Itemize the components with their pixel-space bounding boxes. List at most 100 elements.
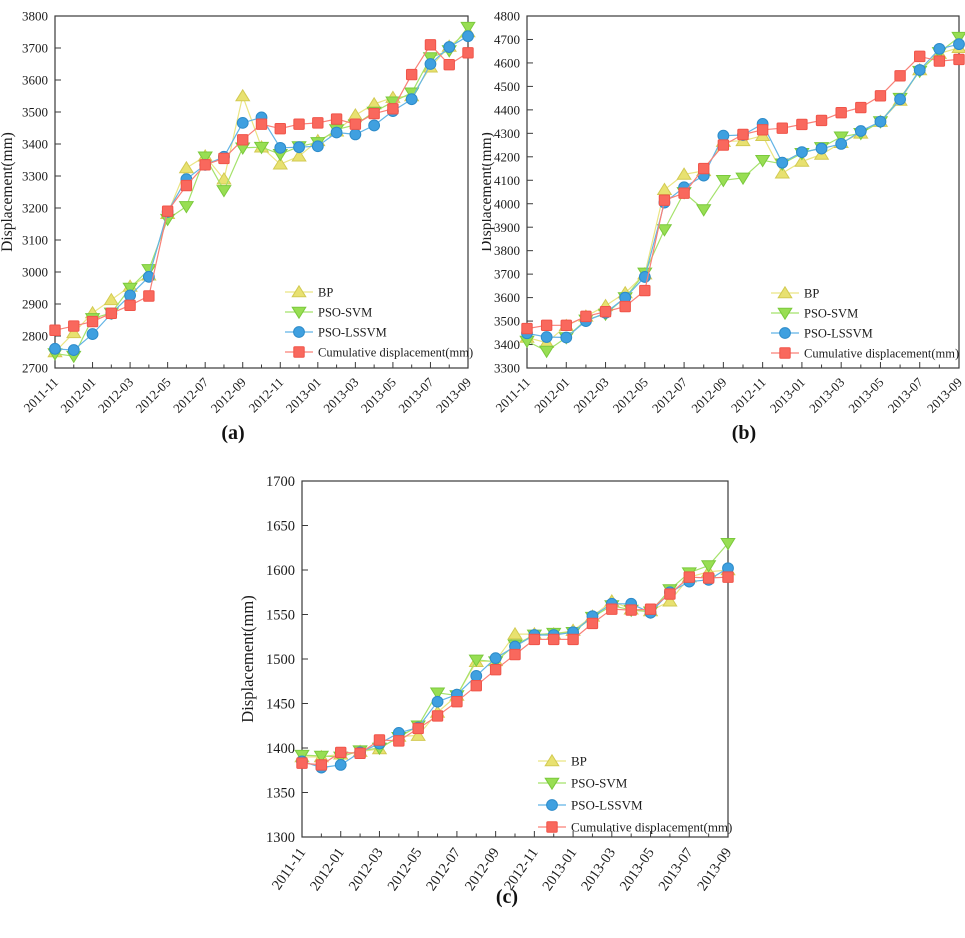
x-tick-label: 2013-01	[767, 375, 808, 416]
chart-b-canvas: 3300 3400 3500 3600 3700 3800 3900 4000 4100 4200…	[482, 9, 965, 416]
marker-pso-lssvm	[913, 64, 926, 76]
marker-cumulative-displacement-mm	[953, 53, 965, 66]
legend-label: Cumulative displacement(mm)	[571, 820, 732, 835]
marker-cumulative-displacement-mm	[405, 68, 418, 81]
marker-pso-svm	[253, 141, 270, 155]
x-tick-label: 2013-03	[320, 375, 361, 416]
marker-cumulative-displacement-mm	[698, 162, 710, 175]
y-tick-label: 4100	[494, 173, 520, 188]
marker-bp	[774, 166, 790, 179]
y-tick-label: 1400	[266, 741, 295, 757]
marker-cumulative-displacement-mm	[462, 47, 474, 59]
legend-item-bp: BP	[285, 284, 333, 300]
legend-marker-cumulative-displacement-mm	[546, 821, 558, 833]
series-line-pso-svm	[526, 36, 960, 352]
marker-cumulative-displacement-mm	[933, 55, 946, 67]
chart-c-canvas: 1300 1350 1400 1450 1500 1550 1600 1650 1700 2011…	[238, 474, 736, 894]
marker-pso-lssvm	[330, 126, 343, 139]
marker-bp	[676, 167, 692, 180]
legend-marker-pso-lssvm	[293, 326, 305, 338]
marker-cumulative-displacement-mm	[330, 113, 343, 125]
marker-bp	[656, 182, 673, 195]
marker-cumulative-displacement-mm	[722, 571, 734, 583]
x-tick-label: 2011-11	[269, 845, 309, 893]
marker-pso-svm	[216, 185, 232, 198]
x-tick-label: 2013-03	[806, 375, 847, 416]
marker-pso-lssvm	[776, 156, 789, 169]
legend-label: BP	[571, 754, 587, 769]
marker-bp	[410, 728, 426, 741]
marker-pso-lssvm	[293, 141, 305, 154]
marker-pso-svm	[833, 131, 849, 145]
marker-bp	[178, 160, 195, 174]
marker-cumulative-displacement-mm	[914, 50, 926, 63]
legend-marker-pso-svm	[777, 307, 793, 321]
marker-bp	[235, 88, 251, 102]
chart-b: 3300 3400 3500 3600 3700 3800 3900 4000 4100 4200…	[482, 0, 965, 460]
y-tick-label: 1700	[266, 474, 295, 490]
marker-bp	[272, 157, 288, 170]
y-tick-label: 3900	[494, 220, 520, 235]
marker-cumulative-displacement-mm	[639, 284, 651, 297]
legend-label: Cumulative displacement(mm)	[804, 347, 959, 361]
marker-cumulative-displacement-mm	[678, 187, 690, 199]
legend-item-pso-lssvm: PSO-LSSVM	[285, 326, 387, 340]
x-tick-label: 2012-01	[307, 845, 348, 894]
legend-label: PSO-LSSVM	[571, 798, 643, 813]
legend-marker-pso-lssvm	[546, 799, 558, 811]
marker-cumulative-displacement-mm	[835, 106, 847, 119]
marker-cumulative-displacement-mm	[393, 735, 405, 747]
x-tick-label: 2012-07	[170, 374, 212, 416]
x-tick-label: 2012-05	[385, 845, 426, 894]
marker-bp	[103, 292, 120, 306]
marker-cumulative-displacement-mm	[855, 101, 867, 114]
marker-pso-lssvm	[236, 116, 249, 129]
marker-cumulative-displacement-mm	[143, 290, 155, 302]
marker-cumulative-displacement-mm	[255, 118, 268, 130]
marker-cumulative-displacement-mm	[619, 300, 631, 313]
x-tick-label: 2012-05	[133, 375, 174, 416]
marker-pso-lssvm	[560, 331, 573, 344]
marker-pso-lssvm	[311, 140, 324, 153]
legend-item-bp: BP	[771, 285, 819, 301]
marker-cumulative-displacement-mm	[349, 118, 362, 130]
legend-marker-pso-svm	[291, 306, 307, 320]
series-line-bp	[526, 47, 960, 344]
legend: BP PSO-SVM PSO-LSSVM Cumulative displacemen…	[771, 285, 959, 361]
marker-cumulative-displacement-mm	[296, 757, 308, 769]
y-tick-label: 3800	[494, 243, 520, 258]
y-tick-label: 3400	[494, 337, 520, 352]
x-tick-label: 2012-09	[208, 375, 249, 416]
legend-marker-bp	[544, 753, 560, 767]
legend-marker-bp	[777, 285, 793, 299]
marker-cumulative-displacement-mm	[49, 324, 61, 336]
legend-label: Cumulative displacement(mm)	[318, 346, 473, 360]
marker-pso-svm	[951, 31, 965, 45]
marker-pso-svm	[122, 282, 138, 296]
x-tick-label: 2011-11	[493, 375, 534, 416]
marker-cumulative-displacement-mm	[683, 571, 695, 583]
y-tick-label: 1350	[266, 786, 295, 802]
marker-cumulative-displacement-mm	[161, 205, 174, 217]
marker-cumulative-displacement-mm	[664, 588, 676, 600]
marker-cumulative-displacement-mm	[521, 322, 533, 335]
marker-cumulative-displacement-mm	[560, 319, 572, 331]
marker-pso-svm	[735, 172, 751, 186]
marker-cumulative-displacement-mm	[431, 710, 444, 722]
y-tick-label: 4300	[494, 126, 520, 141]
legend-label: PSO-SVM	[318, 306, 372, 320]
marker-cumulative-displacement-mm	[796, 118, 808, 131]
marker-cumulative-displacement-mm	[815, 114, 828, 127]
legend: BP PSO-SVM PSO-LSSVM Cumulative displacemen…	[285, 284, 473, 360]
x-tick-label: 2013-09	[433, 375, 474, 416]
marker-cumulative-displacement-mm	[737, 128, 749, 141]
series-bp	[519, 40, 965, 348]
x-tick-label: 2012-05	[610, 375, 651, 416]
legend: BP PSO-SVM PSO-LSSVM Cumulative displacemen…	[538, 754, 732, 835]
marker-pso-svm	[429, 687, 446, 700]
x-tick-label: 2012-03	[570, 375, 611, 416]
y-tick-label: 3400	[22, 137, 48, 152]
marker-pso-lssvm	[368, 119, 381, 132]
x-tick-label: 2013-07	[656, 845, 697, 894]
legend-marker-bp	[291, 284, 307, 298]
